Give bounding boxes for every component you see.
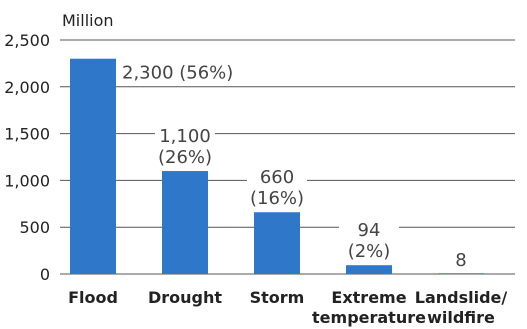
value-label-backing	[247, 166, 307, 211]
unit-label: Million	[62, 11, 114, 30]
bar	[70, 58, 116, 274]
value-label: 2,300 (56%)	[122, 63, 233, 84]
bar	[254, 212, 300, 274]
category-label: Extreme temperature	[312, 288, 426, 327]
category-labels: Flood Drought Storm Extreme temperatureLands…	[68, 288, 507, 327]
bars	[70, 58, 484, 274]
category-label: Flood	[68, 288, 118, 307]
y-tick-label: 500	[19, 218, 50, 237]
y-axis-ticks: 0 500 1,000 1,500 2,000 2,500	[4, 31, 50, 284]
y-tick-label: 2,000	[4, 78, 50, 97]
y-tick-label: 2,500	[4, 31, 50, 50]
bar	[162, 171, 208, 274]
value-labels: 2,300 (56%) 1,100 (26%) 660 (16%) 94 (2%) 8	[119, 61, 491, 272]
y-tick-label: 0	[40, 265, 50, 284]
value-label-backing	[155, 125, 215, 170]
bar	[438, 273, 484, 274]
value-label-backing	[339, 219, 399, 264]
category-label: Storm	[250, 288, 305, 307]
bar	[346, 265, 392, 274]
value-label: 94 (2%)	[348, 220, 391, 262]
y-tick-label: 1,500	[4, 125, 50, 144]
value-label-backing	[119, 61, 247, 85]
category-label: Landslide/wildfire	[415, 288, 508, 327]
y-tick-label: 1,000	[4, 171, 50, 190]
value-label-backing	[431, 249, 491, 272]
value-label: 8	[455, 250, 466, 271]
value-label: 660 (16%)	[250, 167, 304, 209]
category-label: Drought	[148, 288, 222, 307]
value-label: 1,100 (26%)	[158, 126, 212, 168]
